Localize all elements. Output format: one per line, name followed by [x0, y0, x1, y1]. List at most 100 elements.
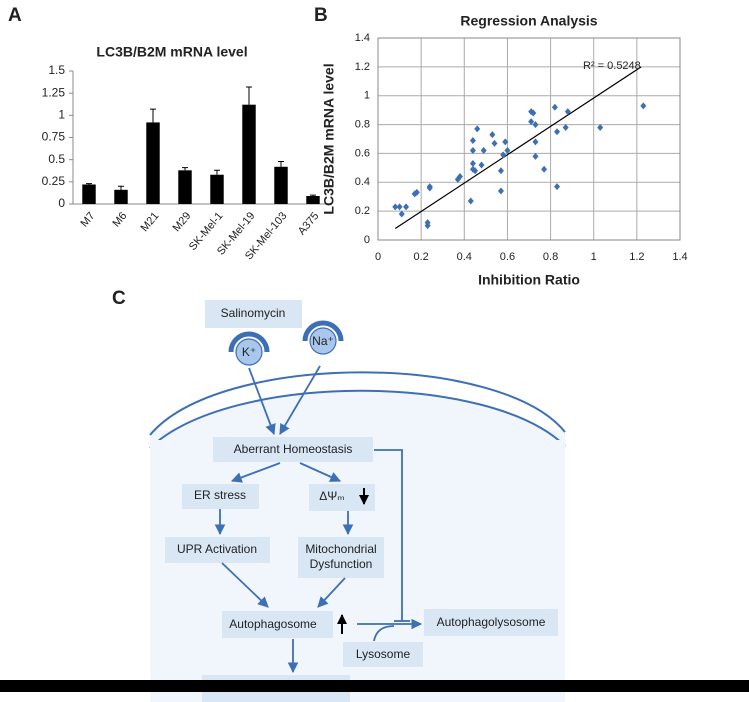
x-tick-label: 0.4: [457, 251, 472, 263]
bar: [82, 184, 96, 204]
arrow: [221, 562, 269, 608]
x-tick-label: 0.2: [413, 251, 428, 263]
node-box: [205, 300, 302, 328]
node-box: [298, 537, 384, 578]
point: [469, 136, 476, 144]
plot-frame: [377, 37, 681, 241]
annotation: R² = 0.5248: [583, 60, 641, 72]
point: [640, 102, 647, 110]
ion-cap: [302, 320, 344, 342]
error-bar: [86, 183, 92, 185]
bar: [210, 174, 224, 204]
inhibition-line: [374, 449, 403, 621]
x-tick-label: 1.2: [629, 251, 644, 263]
point: [480, 147, 487, 155]
y-tick-label: 1.4: [355, 32, 370, 44]
node-label: Mitochondrial: [305, 542, 376, 556]
point: [472, 167, 479, 175]
ion: [309, 327, 337, 355]
cell-membrane-outer: [149, 371, 566, 436]
bar: [178, 170, 192, 204]
node-label: Aberrant Homeostasis: [234, 442, 353, 456]
point: [456, 173, 463, 181]
node-label: Autophagosome: [229, 617, 317, 631]
point: [474, 125, 481, 133]
arrows: [214, 365, 423, 674]
point: [396, 203, 403, 211]
error-bar: [246, 86, 252, 105]
point: [532, 121, 539, 129]
error-bar: [182, 167, 188, 171]
point: [502, 138, 509, 146]
y-tick-label: 0.5: [48, 152, 65, 166]
panel-label: A: [8, 5, 22, 26]
point: [562, 123, 569, 131]
point: [530, 109, 537, 117]
y-tick-label: 0.25: [42, 174, 66, 188]
ion-cap: [228, 331, 270, 353]
node-label: Na⁺: [312, 334, 334, 348]
point: [532, 138, 539, 146]
point: [469, 160, 476, 168]
point: [541, 165, 548, 173]
error-bar: [214, 169, 220, 175]
point: [564, 108, 571, 116]
point: [478, 161, 485, 169]
y-tick-label: 0.6: [355, 147, 370, 159]
point: [426, 183, 433, 191]
chart-title: Regression Analysis: [460, 13, 597, 29]
point: [532, 152, 539, 160]
y-axis-label: LC3B/B2M mRNA level: [321, 63, 337, 214]
x-tick-label: M7: [79, 210, 98, 229]
x-tick-label: A375: [296, 210, 322, 237]
y-tick-label: 0.4: [355, 176, 370, 188]
y-tick-label: 1: [58, 108, 65, 122]
node-box: [165, 537, 270, 563]
point: [497, 167, 504, 175]
node-box: [424, 609, 558, 636]
bar: [114, 189, 128, 204]
x-tick-label: 0: [375, 251, 381, 263]
x-tick-label: M6: [111, 210, 130, 229]
x-tick-label: 0.6: [500, 251, 515, 263]
y-tick-label: 1.2: [355, 61, 370, 73]
point: [467, 197, 474, 205]
x-tick-label: M29: [171, 210, 194, 234]
node-box: [222, 611, 333, 638]
error-bar: [278, 160, 284, 167]
node-label: Lysosome: [356, 647, 411, 661]
x-axis-label: Inhibition Ratio: [478, 272, 580, 288]
error-bar: [150, 108, 156, 123]
point: [413, 188, 420, 196]
point: [491, 139, 498, 147]
arrow: [248, 367, 276, 436]
chart-title: LC3B/B2M mRNA level: [96, 44, 247, 60]
node-box: [213, 437, 373, 462]
panel-label: B: [314, 5, 328, 26]
x-tick-label: M21: [139, 210, 162, 234]
arrow: [317, 577, 346, 608]
x-tick-label: 1: [591, 251, 597, 263]
node-label: K⁺: [242, 345, 256, 359]
point: [392, 203, 399, 211]
y-tick-label: 0.8: [355, 118, 370, 130]
y-tick-label: 0: [364, 234, 370, 246]
bar: [146, 122, 160, 204]
y-tick-label: 1: [364, 90, 370, 102]
point: [554, 128, 561, 136]
node-label: UPR Activation: [177, 542, 257, 556]
node-label: Autophagolysosome: [437, 615, 546, 629]
point: [469, 147, 476, 155]
bar: [306, 196, 320, 204]
trendline: [394, 66, 642, 229]
y-tick-label: 1.5: [48, 63, 65, 77]
node-label: ER stress: [194, 488, 246, 502]
error-bar: [118, 185, 124, 190]
y-tick-label: 0.75: [42, 130, 66, 144]
y-tick-label: 0: [58, 196, 65, 210]
node-box: [343, 642, 423, 667]
ion: [235, 338, 263, 366]
arrow: [373, 625, 395, 642]
panel-label: C: [112, 288, 126, 309]
